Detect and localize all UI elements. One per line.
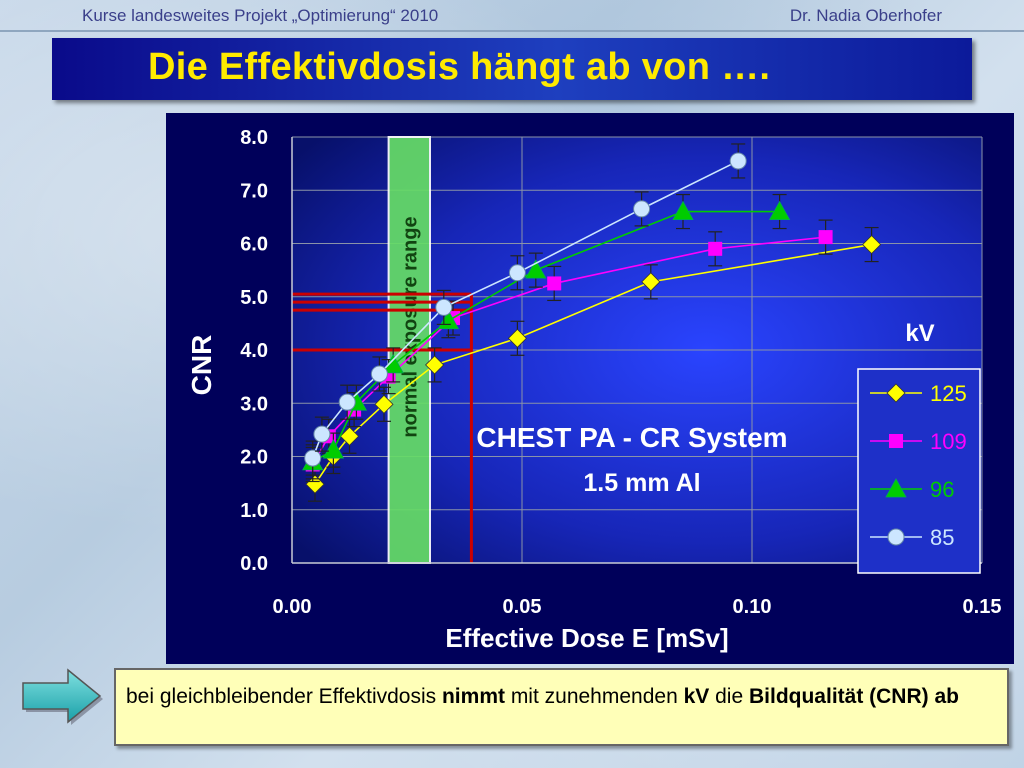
data-point xyxy=(818,230,833,245)
annotations: CHEST PA - CR System 1.5 mm Al xyxy=(476,422,787,497)
x-axis-title: Effective Dose E [mSv] xyxy=(445,623,728,653)
legend: kV 125 109 96 85 xyxy=(857,320,981,574)
axes: 0.0 1.0 2.0 3.0 4.0 5.0 6.0 7.0 8.0 0.00 0.05 0.10 0… xyxy=(186,127,1001,653)
data-point xyxy=(339,426,360,446)
data-point xyxy=(370,365,388,383)
y-axis-title: CNR xyxy=(186,335,217,396)
y-tick-label: 2.0 xyxy=(240,447,268,469)
data-point xyxy=(304,449,322,467)
data-point xyxy=(641,272,661,292)
legend-entry-109: 109 xyxy=(870,429,967,454)
y-tick-label: 6.0 xyxy=(240,234,268,256)
x-tick-label: 0.05 xyxy=(503,596,542,618)
data-point xyxy=(374,394,394,414)
title-bar: Die Effektivdosis hängt ab von …. xyxy=(52,38,972,100)
legend-entry-96: 96 xyxy=(870,477,954,502)
legend-label: 109 xyxy=(930,429,967,454)
chart-svg: normal exposure range 0.0 1.0 2.0 3.0 4.0 5.0… xyxy=(166,113,1014,664)
conclusion-box: bei gleichbleibender Effektivdosis nimmt… xyxy=(114,668,1009,746)
y-tick-label: 3.0 xyxy=(240,393,268,415)
data-point xyxy=(672,200,694,220)
data-point xyxy=(322,439,345,459)
y-tick-label: 0.0 xyxy=(240,553,268,575)
x-tick-label: 0.00 xyxy=(273,596,312,618)
series-85 xyxy=(304,143,747,476)
author-name: Dr. Nadia Oberhofer xyxy=(789,6,942,25)
chart-annotation-line-2: 1.5 mm Al xyxy=(583,469,700,497)
slide-header: Kurse landesweites Projekt „Optimierung“… xyxy=(0,0,1024,32)
data-point xyxy=(862,234,882,255)
y-tick-label: 8.0 xyxy=(240,127,268,149)
conclusion-text: bei gleichbleibender Effektivdosis nimmt… xyxy=(126,684,996,710)
course-title: Kurse landesweites Projekt „Optimierung“… xyxy=(82,6,439,25)
data-point xyxy=(547,276,562,291)
legend-title: kV xyxy=(905,320,934,347)
data-point xyxy=(338,393,356,411)
data-point xyxy=(886,383,906,403)
data-point xyxy=(507,328,527,348)
data-point xyxy=(708,241,723,256)
chart-container: normal exposure range 0.0 1.0 2.0 3.0 4.0 5.0… xyxy=(166,113,1014,664)
conclusion-part-2: mit zunehmenden xyxy=(504,685,684,708)
arrow-right-icon xyxy=(22,668,103,725)
data-point xyxy=(887,528,905,546)
conclusion-part-1: bei gleichbleibender Effektivdosis xyxy=(126,685,442,708)
x-tick-label: 0.10 xyxy=(733,596,772,618)
series-line xyxy=(312,210,780,463)
conclusion-bold-3: Bildqualität (CNR) ab xyxy=(748,685,959,708)
legend-box xyxy=(857,368,981,574)
legend-label: 96 xyxy=(930,477,954,502)
slide-title: Die Effektivdosis hängt ab von …. xyxy=(148,46,771,88)
data-series xyxy=(302,143,882,502)
conclusion-part-3: die xyxy=(709,685,749,708)
y-tick-label: 4.0 xyxy=(240,340,268,362)
data-point xyxy=(508,264,526,282)
data-point xyxy=(885,478,907,498)
data-point xyxy=(525,259,547,279)
legend-entry-85: 85 xyxy=(870,525,954,550)
legend-entry-125: 125 xyxy=(870,381,967,406)
conclusion-bold-1: nimmt xyxy=(441,685,505,708)
y-tick-label: 7.0 xyxy=(240,180,268,202)
chart-annotation-line-1: CHEST PA - CR System xyxy=(476,422,787,453)
exposure-band-label: normal exposure range xyxy=(399,216,421,437)
data-point xyxy=(425,355,445,375)
data-point xyxy=(889,434,903,448)
data-point xyxy=(633,200,651,218)
data-point xyxy=(313,425,331,443)
legend-label: 125 xyxy=(930,381,967,406)
legend-label: 85 xyxy=(930,525,954,550)
x-tick-label: 0.15 xyxy=(963,596,1002,618)
y-tick-label: 5.0 xyxy=(240,287,268,309)
data-point xyxy=(768,200,791,220)
y-tick-label: 1.0 xyxy=(240,500,268,522)
data-point xyxy=(729,152,747,170)
data-point xyxy=(435,298,453,316)
conclusion-bold-2: kV xyxy=(683,685,710,708)
